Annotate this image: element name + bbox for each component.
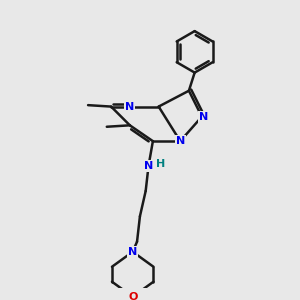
Text: N: N [128, 247, 137, 257]
Text: N: N [144, 160, 153, 171]
Text: O: O [128, 292, 137, 300]
Text: N: N [199, 112, 208, 122]
Text: H: H [156, 159, 165, 169]
Text: N: N [125, 102, 134, 112]
Text: N: N [176, 136, 185, 146]
